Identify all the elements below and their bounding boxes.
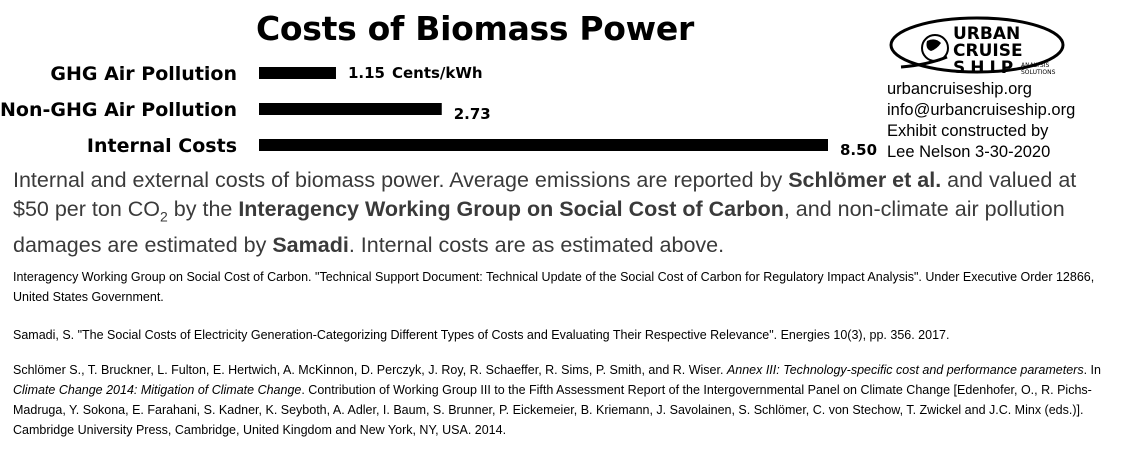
value-label: 2.73 xyxy=(454,105,491,123)
unit-label: Cents/kWh xyxy=(392,64,483,82)
category-label: Non-GHG Air Pollution xyxy=(0,99,237,121)
website-text: urbancruiseship.org xyxy=(887,80,1032,98)
chart-title: Costs of Biomass Power xyxy=(256,9,694,48)
bar-chart: GHG Air Pollution 1.15 Cents/kWh Non-GHG Ai… xyxy=(0,63,877,159)
category-label: GHG Air Pollution xyxy=(50,63,237,85)
reference-schlomer: Schlömer S., T. Bruckner, L. Fulton, E. … xyxy=(13,363,1101,437)
category-label: Internal Costs xyxy=(87,135,237,157)
svg-text:SOLUTIONS: SOLUTIONS xyxy=(1021,69,1056,76)
bar xyxy=(259,103,442,115)
contact-block: urbancruiseship.org info@urbancruiseship… xyxy=(887,79,1075,163)
bar xyxy=(259,67,336,79)
urban-cruise-ship-logo: URBAN CRUISE SHIP ANALYSIS SOLUTIONS xyxy=(889,16,1065,78)
value-label: 1.15 xyxy=(348,64,385,82)
bar xyxy=(259,139,828,151)
value-label: 8.50 xyxy=(840,141,877,159)
credit-author: Lee Nelson 3-30-2020 xyxy=(887,143,1051,161)
svg-text:ANALYSIS: ANALYSIS xyxy=(1021,62,1049,69)
svg-text:CRUISE: CRUISE xyxy=(953,41,1023,61)
credit-line: Exhibit constructed by xyxy=(887,122,1049,140)
reference-interagency: Interagency Working Group on Social Cost… xyxy=(13,270,1095,304)
email-text: info@urbancruiseship.org xyxy=(887,101,1076,119)
reference-samadi: Samadi, S. "The Social Costs of Electric… xyxy=(13,328,950,342)
svg-text:URBAN: URBAN xyxy=(953,24,1020,44)
svg-text:SHIP: SHIP xyxy=(953,58,1018,78)
chart-caption: Internal and external costs of biomass p… xyxy=(13,168,1077,258)
